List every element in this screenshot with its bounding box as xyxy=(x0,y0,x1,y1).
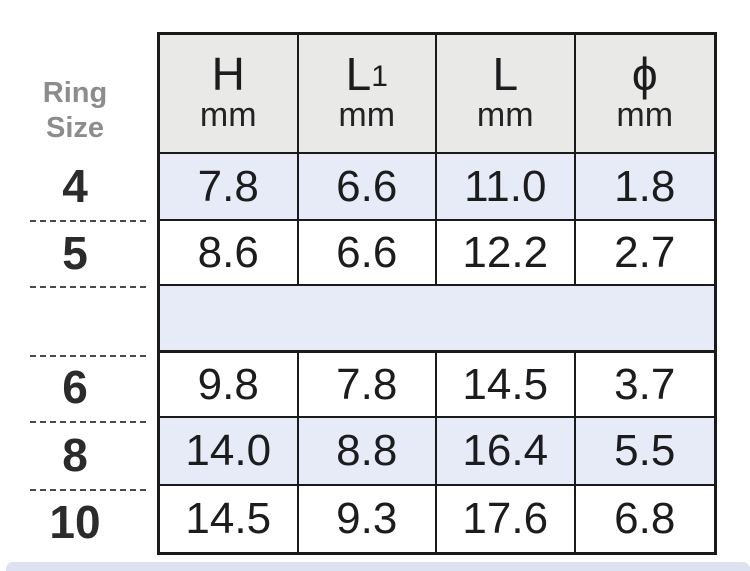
cell-size5-l: 12.2 xyxy=(437,221,576,286)
row-separator-dashed xyxy=(30,355,146,357)
cell-size10-h: 14.5 xyxy=(160,486,299,552)
header-symbol-l1: L1 xyxy=(345,48,388,101)
ring-size-label-6: 6 xyxy=(62,361,88,413)
row-separator-dashed xyxy=(30,489,146,491)
header-unit: mm xyxy=(616,96,674,134)
cell-size10-phi: 6.8 xyxy=(575,486,714,552)
ring-size-label-4: 4 xyxy=(62,160,88,212)
ring-size-title-line2: Size xyxy=(45,112,105,144)
cell-size5-phi: 2.7 xyxy=(575,221,714,286)
header-unit: mm xyxy=(199,96,257,134)
ring-size-column-title: Ring Size xyxy=(0,76,150,146)
ring-size-label-8: 8 xyxy=(62,429,88,481)
header-unit: mm xyxy=(338,96,396,134)
cell-size6-phi: 3.7 xyxy=(575,353,714,418)
header-symbol-phi: ϕ xyxy=(631,48,658,101)
cell-size6-l: 14.5 xyxy=(437,353,576,418)
row-separator-dashed xyxy=(30,220,146,222)
cell-size8-l: 16.4 xyxy=(437,418,576,486)
ring-size-label-10: 10 xyxy=(49,496,101,548)
bottom-edge-strip xyxy=(6,562,750,571)
cell-size4-h: 7.8 xyxy=(160,154,299,221)
cell-size10-l: 17.6 xyxy=(437,486,576,552)
header-cell-h: H mm xyxy=(160,35,299,154)
row-separator-dashed xyxy=(30,286,146,288)
cell-size5-l1: 6.6 xyxy=(298,221,437,286)
cell-size6-l1: 7.8 xyxy=(298,353,437,418)
ring-size-label-5: 5 xyxy=(62,227,88,279)
cell-size5-h: 8.6 xyxy=(160,221,299,286)
ring-size-title-line1: Ring xyxy=(42,77,108,109)
spec-table: H mm L1 mm L mm ϕ mm 7.8 6.6 11.0 1.8 8.… xyxy=(157,32,717,555)
cell-size4-l1: 6.6 xyxy=(298,154,437,221)
cell-size4-phi: 1.8 xyxy=(575,154,714,221)
row-separator-dashed xyxy=(30,421,146,423)
header-symbol-h: H xyxy=(211,48,245,101)
merged-blank-row xyxy=(160,286,714,353)
cell-size8-l1: 8.8 xyxy=(298,418,437,486)
cell-size10-l1: 9.3 xyxy=(298,486,437,552)
header-unit: mm xyxy=(476,96,534,134)
cell-size4-l: 11.0 xyxy=(437,154,576,221)
header-cell-phi: ϕ mm xyxy=(575,35,714,154)
header-cell-l: L mm xyxy=(437,35,576,154)
header-symbol-l: L xyxy=(492,48,519,101)
cell-size6-h: 9.8 xyxy=(160,353,299,418)
cell-size8-h: 14.0 xyxy=(160,418,299,486)
cell-size8-phi: 5.5 xyxy=(575,418,714,486)
header-cell-l1: L1 mm xyxy=(298,35,437,154)
